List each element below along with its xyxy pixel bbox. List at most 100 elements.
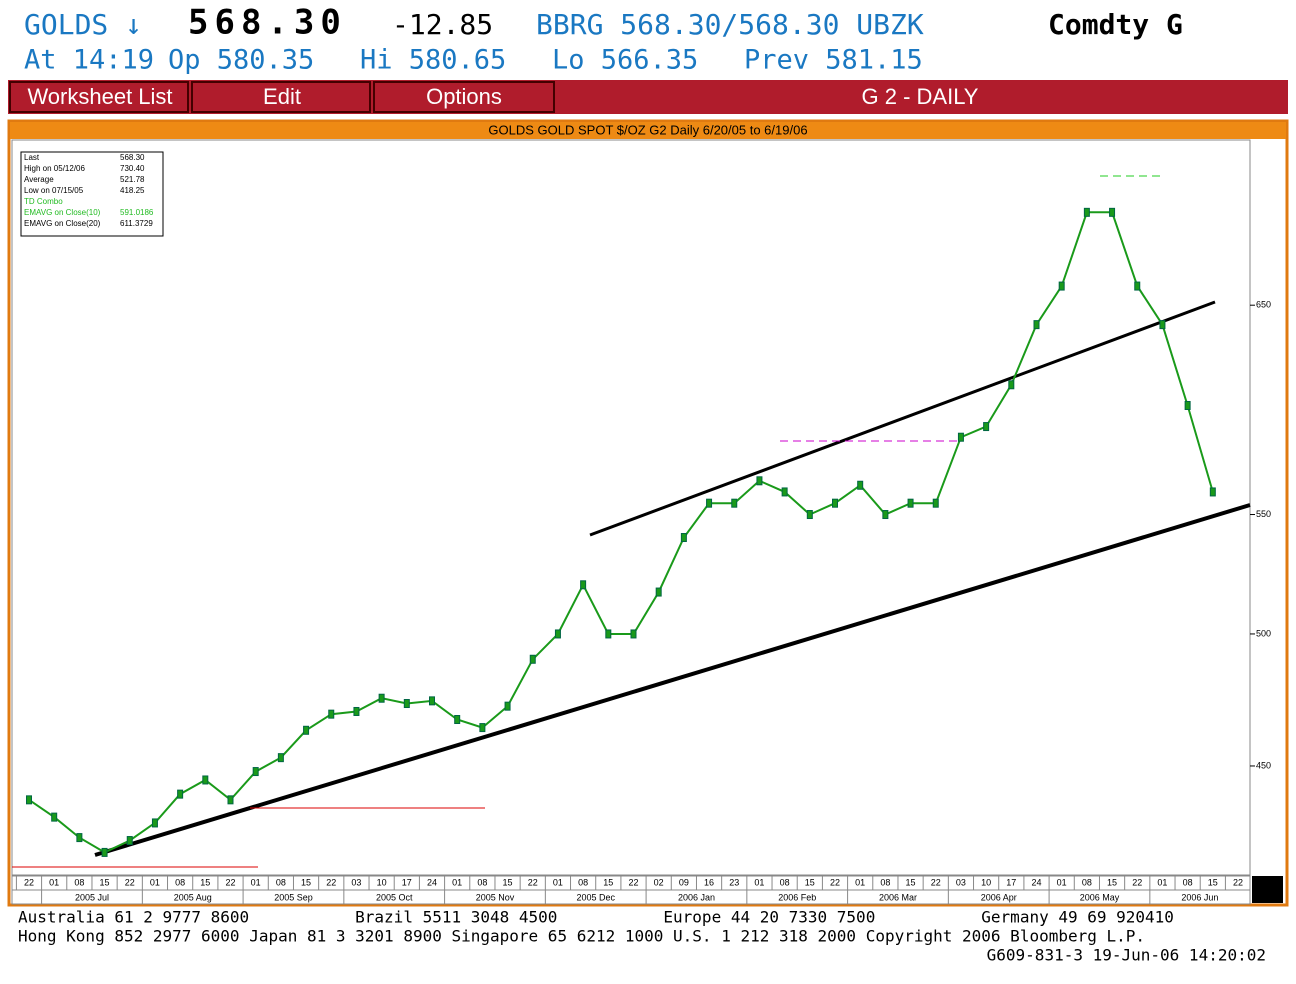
price-marker bbox=[706, 498, 713, 508]
quote-line: At 14:19 Op 580.35 Hi 580.65 Lo 566.35 Prev … bbox=[24, 45, 923, 76]
month-label: 2006 Apr bbox=[981, 892, 1017, 902]
x-tick-label: 24 bbox=[1031, 877, 1041, 887]
x-tick-label: 17 bbox=[1006, 877, 1016, 887]
price-marker bbox=[126, 836, 133, 846]
x-tick-label: 08 bbox=[477, 877, 487, 887]
price-marker bbox=[756, 476, 763, 486]
x-tick-label: 15 bbox=[1208, 877, 1218, 887]
month-label: 2006 Jun bbox=[1181, 892, 1218, 902]
price-marker bbox=[277, 753, 284, 763]
x-tick-label: 01 bbox=[1057, 877, 1067, 887]
price-marker bbox=[1209, 487, 1216, 497]
price-marker bbox=[1184, 400, 1191, 410]
y-tick-label: 450 bbox=[1256, 760, 1271, 770]
price-marker bbox=[857, 480, 864, 490]
price-marker bbox=[403, 699, 410, 709]
footer-line: Australia 61 2 9777 8600 Brazil 5511 304… bbox=[18, 908, 1174, 927]
x-tick-label: 08 bbox=[1082, 877, 1092, 887]
x-tick-label: 10 bbox=[981, 877, 991, 887]
month-label: 2005 Jul bbox=[75, 892, 109, 902]
button-label[interactable]: Options bbox=[426, 84, 502, 109]
button[interactable] bbox=[9, 81, 189, 113]
price-marker bbox=[983, 422, 990, 432]
x-tick-label: 15 bbox=[100, 877, 110, 887]
x-tick-label: 22 bbox=[125, 877, 135, 887]
footer-line: Hong Kong 852 2977 6000 Japan 81 3 3201 … bbox=[18, 927, 1145, 946]
price-marker bbox=[101, 847, 108, 857]
x-tick-label: 15 bbox=[805, 877, 815, 887]
y-tick-label: 500 bbox=[1256, 628, 1271, 638]
x-tick-label: 15 bbox=[503, 877, 513, 887]
quote-item: Hi 580.65 bbox=[360, 45, 506, 76]
x-tick-label: 08 bbox=[175, 877, 185, 887]
legend: Last 568.30 High on 05/12/06 730.40 Average 5… bbox=[24, 153, 154, 228]
button[interactable] bbox=[191, 81, 371, 113]
month-label: 2006 May bbox=[1080, 892, 1120, 902]
price-marker bbox=[605, 629, 612, 639]
trendline bbox=[94, 503, 1251, 857]
legend-box bbox=[20, 151, 164, 237]
price-marker bbox=[202, 775, 209, 785]
x-tick-label: 08 bbox=[276, 877, 286, 887]
month-label: 2005 Oct bbox=[376, 892, 413, 902]
x-tick-label: 01 bbox=[855, 877, 865, 887]
legend-label: High on 05/12/06 bbox=[24, 164, 85, 173]
x-tick-label: 15 bbox=[1107, 877, 1117, 887]
button-label[interactable]: Edit bbox=[263, 84, 301, 109]
price-marker bbox=[76, 833, 83, 843]
price-marker bbox=[252, 767, 259, 777]
month-label: 2005 Dec bbox=[576, 892, 615, 902]
legend-label: EMAVG on Close(10) bbox=[24, 208, 101, 217]
chart-title: GOLDS GOLD SPOT $/OZ G2 Daily 6/20/05 to… bbox=[488, 122, 807, 137]
security: Comdty G bbox=[1048, 8, 1183, 41]
trendline bbox=[589, 300, 1216, 537]
legend-value: 418.25 bbox=[120, 186, 145, 195]
price-marker bbox=[832, 498, 838, 508]
y-tick-label: 650 bbox=[1256, 300, 1271, 310]
x-tick-label: 08 bbox=[1183, 877, 1193, 887]
price-marker bbox=[353, 706, 360, 716]
legend-label: Average bbox=[24, 175, 54, 184]
price-marker bbox=[303, 725, 310, 735]
legend-value: 591.0186 bbox=[120, 208, 154, 217]
quote-item: Lo 566.35 bbox=[552, 45, 698, 76]
price-marker bbox=[1159, 320, 1166, 330]
x-tick-label: 08 bbox=[74, 877, 84, 887]
price-marker bbox=[554, 629, 561, 639]
x-tick-label: 03 bbox=[956, 877, 966, 887]
y-tick-label: 550 bbox=[1256, 509, 1271, 519]
x-tick-label: 22 bbox=[628, 877, 638, 887]
button[interactable] bbox=[373, 81, 555, 113]
month-label: 2006 Feb bbox=[778, 892, 816, 902]
chart-title-bar bbox=[10, 122, 1286, 139]
month-label: 2005 Nov bbox=[476, 892, 515, 902]
x-tick-label: 22 bbox=[931, 877, 941, 887]
x-tick-label: 09 bbox=[679, 877, 689, 887]
price-marker bbox=[731, 498, 738, 508]
price-marker bbox=[529, 654, 536, 664]
price-line bbox=[28, 211, 1214, 854]
x-tick-label: 22 bbox=[1132, 877, 1142, 887]
button-label[interactable]: Worksheet List bbox=[27, 84, 172, 109]
x-tick-label: 22 bbox=[225, 877, 235, 887]
legend-label: Last bbox=[24, 153, 40, 162]
x-tick-label: 22 bbox=[1233, 877, 1243, 887]
x-tick-label: 03 bbox=[351, 877, 361, 887]
legend-value: 521.78 bbox=[120, 175, 145, 184]
price-marker bbox=[1083, 207, 1090, 217]
footer-line: G609-831-3 19-Jun-06 14:20:02 bbox=[987, 946, 1266, 965]
legend-value: 568.30 bbox=[120, 153, 145, 162]
legend-label: TD Combo bbox=[24, 197, 63, 206]
price-marker bbox=[378, 693, 385, 703]
price-marker bbox=[227, 795, 234, 805]
last-price: 568.30 bbox=[188, 3, 347, 43]
quote-item: Prev 581.15 bbox=[744, 45, 923, 76]
x-tick-label: 22 bbox=[830, 877, 840, 887]
price-marker bbox=[1058, 281, 1065, 291]
x-tick-label: 01 bbox=[754, 877, 764, 887]
x-tick-label: 15 bbox=[301, 877, 311, 887]
legend-value: 611.3729 bbox=[120, 219, 153, 228]
price-marker bbox=[655, 587, 662, 597]
x-tick-label: 22 bbox=[24, 877, 34, 887]
month-label: 2006 Jan bbox=[678, 892, 715, 902]
